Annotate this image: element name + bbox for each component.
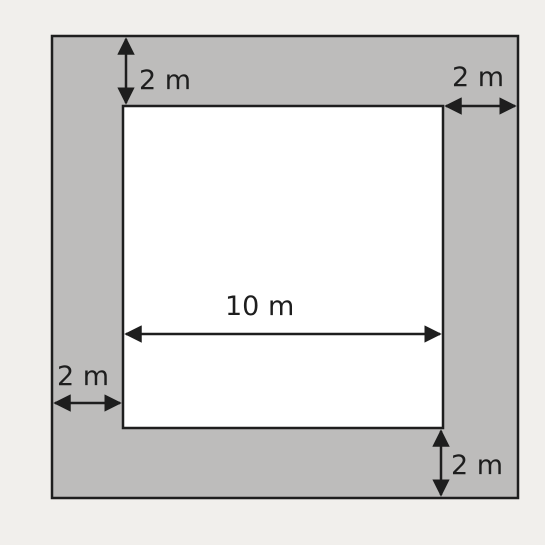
right-border-label: 2 m bbox=[452, 62, 504, 93]
inner-width-label: 10 m bbox=[225, 291, 294, 322]
bottom-border-label: 2 m bbox=[451, 450, 503, 481]
top-border-label: 2 m bbox=[139, 65, 191, 96]
inner-square bbox=[121, 104, 445, 430]
left-border-label: 2 m bbox=[57, 361, 109, 392]
